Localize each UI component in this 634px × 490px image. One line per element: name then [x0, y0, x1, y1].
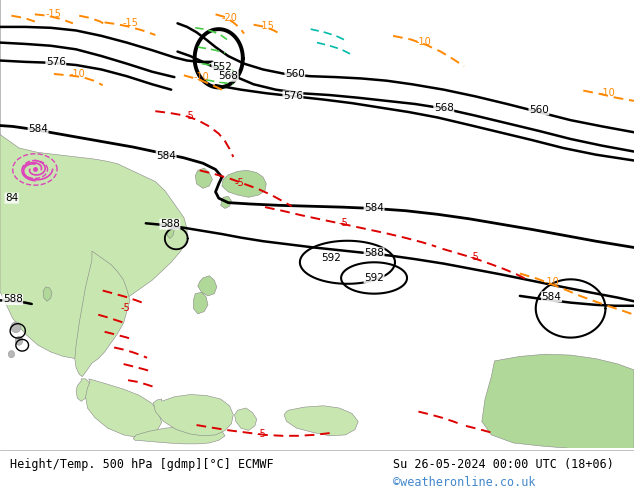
Polygon shape	[133, 426, 225, 444]
Polygon shape	[75, 251, 130, 377]
Text: 588: 588	[160, 219, 180, 229]
Text: Su 26-05-2024 00:00 UTC (18+06): Su 26-05-2024 00:00 UTC (18+06)	[393, 458, 614, 471]
Text: 560: 560	[285, 70, 305, 79]
Ellipse shape	[8, 351, 15, 358]
Text: 552: 552	[212, 62, 232, 72]
Text: -10: -10	[544, 276, 559, 287]
Text: 592: 592	[364, 273, 384, 283]
Text: 568: 568	[218, 71, 238, 81]
Polygon shape	[167, 225, 174, 239]
Ellipse shape	[15, 336, 23, 345]
Text: 592: 592	[321, 253, 342, 263]
Text: Height/Temp. 500 hPa [gdmp][°C] ECMWF: Height/Temp. 500 hPa [gdmp][°C] ECMWF	[10, 458, 273, 471]
Polygon shape	[482, 354, 634, 448]
Polygon shape	[284, 406, 358, 436]
Text: 588: 588	[364, 248, 384, 258]
Ellipse shape	[11, 322, 21, 333]
Text: 584: 584	[541, 292, 562, 302]
Text: ©weatheronline.co.uk: ©weatheronline.co.uk	[393, 476, 536, 489]
Polygon shape	[195, 168, 212, 188]
Text: 588: 588	[3, 294, 23, 304]
Text: -15: -15	[122, 18, 138, 28]
Text: -10: -10	[416, 37, 431, 47]
Text: 576: 576	[46, 57, 66, 67]
Polygon shape	[43, 287, 52, 301]
Text: 560: 560	[529, 105, 549, 115]
Polygon shape	[221, 196, 231, 208]
Text: -10: -10	[70, 69, 85, 79]
Text: -5: -5	[120, 303, 131, 314]
Polygon shape	[86, 379, 162, 437]
Polygon shape	[198, 276, 217, 296]
Text: 576: 576	[283, 91, 303, 101]
Text: -5: -5	[235, 178, 245, 188]
Polygon shape	[235, 408, 257, 430]
Text: -15: -15	[258, 21, 275, 31]
Text: -10: -10	[194, 72, 209, 82]
Polygon shape	[193, 293, 208, 314]
Text: 584: 584	[156, 150, 176, 161]
Text: -10: -10	[600, 88, 615, 98]
Text: 84: 84	[5, 193, 18, 203]
Text: -5: -5	[339, 218, 349, 228]
Polygon shape	[222, 171, 266, 197]
Text: 584: 584	[28, 124, 48, 134]
Text: 584: 584	[364, 203, 384, 213]
Polygon shape	[0, 0, 187, 359]
Text: -20: -20	[221, 13, 238, 23]
Polygon shape	[153, 394, 233, 436]
Text: -15: -15	[46, 9, 62, 19]
Text: -5: -5	[469, 252, 479, 262]
Text: -5: -5	[184, 111, 194, 121]
Text: -5: -5	[256, 429, 266, 439]
Polygon shape	[76, 379, 91, 401]
Text: 568: 568	[434, 102, 454, 113]
